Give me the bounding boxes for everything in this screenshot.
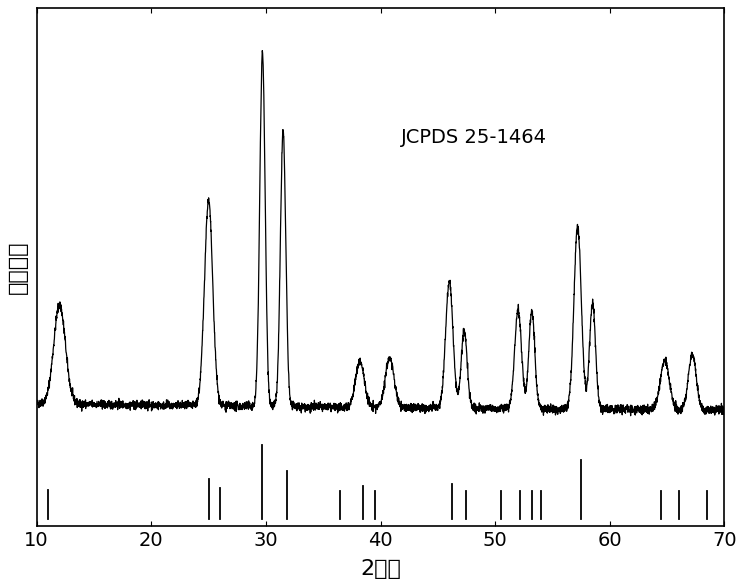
X-axis label: 2倍角: 2倍角 <box>360 559 401 579</box>
Y-axis label: 衍射强度: 衍射强度 <box>8 241 28 294</box>
Text: JCPDS 25-1464: JCPDS 25-1464 <box>401 129 547 147</box>
